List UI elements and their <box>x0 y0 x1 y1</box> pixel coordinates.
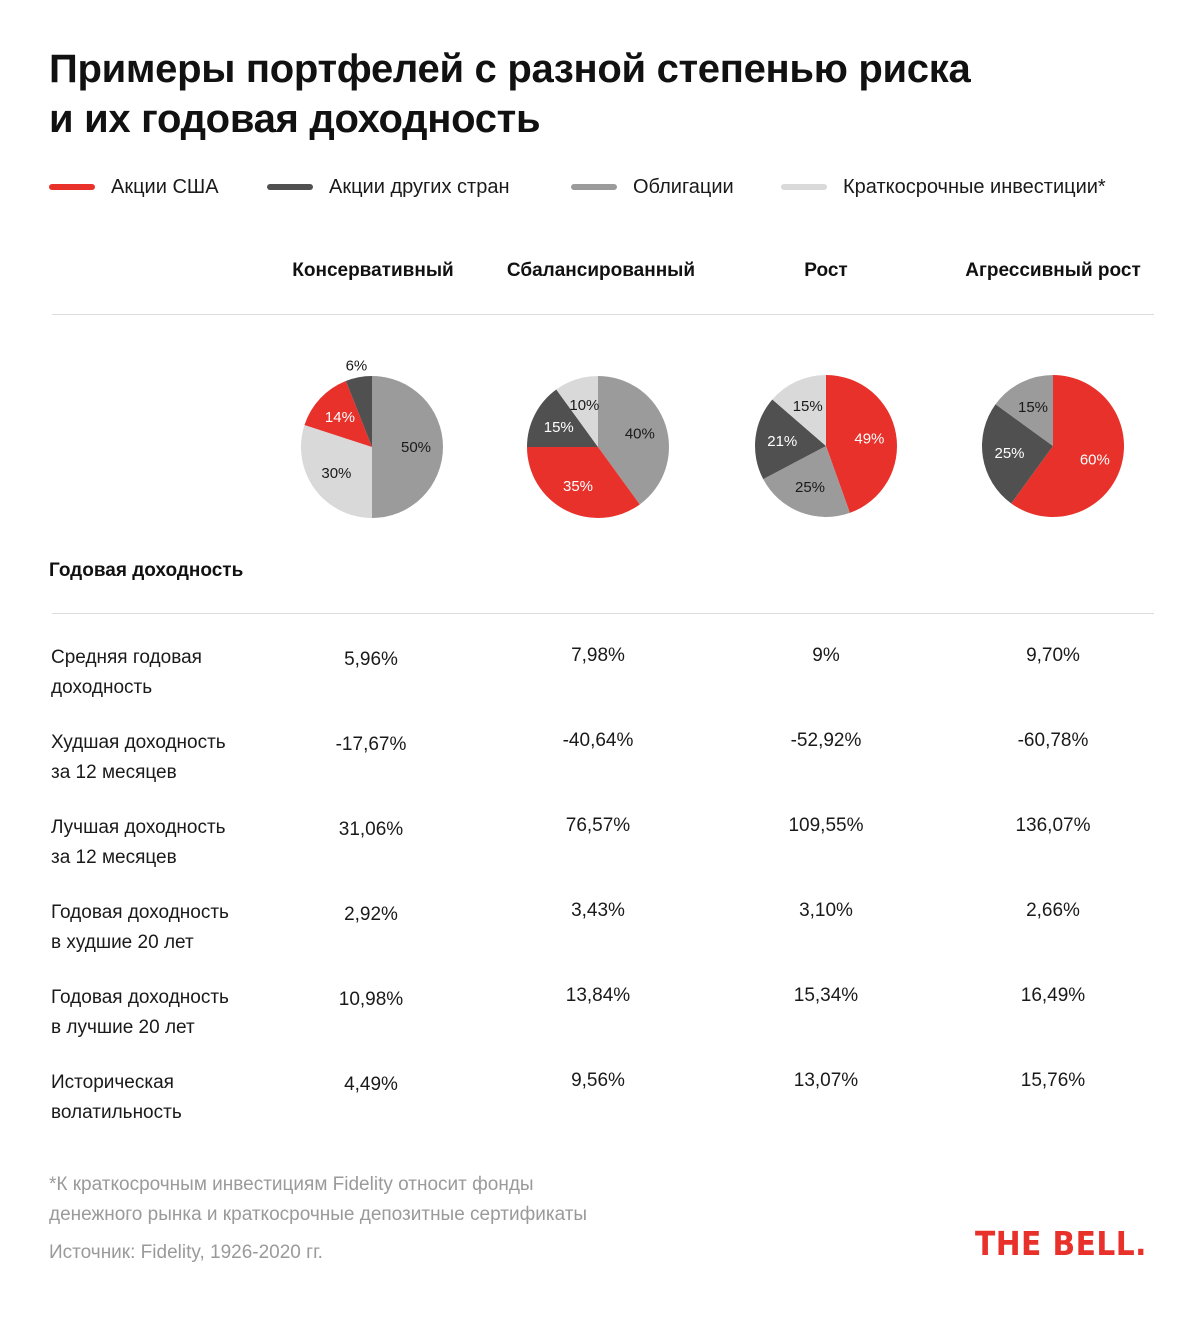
pie-2-slice-3 <box>527 389 598 447</box>
chart-title: Примеры портфелей с разной степенью риск… <box>49 44 1149 144</box>
pie-4-slice-3 <box>995 375 1053 446</box>
table-cell-best-12-months-col4: 136,07% <box>1015 815 1091 836</box>
row-label-line-2: волатильность <box>51 1102 182 1123</box>
legend-swatch-bonds <box>571 184 617 190</box>
legend-swatch-foreign-stocks <box>267 184 313 190</box>
legend-label-bonds: Облигации <box>633 175 734 198</box>
row-label-worst-12-months: Худшая доходность за 12 месяцев <box>51 728 291 788</box>
pie-4-slice-2 <box>981 404 1053 504</box>
legend-label-foreign-stocks: Акции других стран <box>329 175 510 198</box>
row-label-line-2: за 12 месяцев <box>51 762 177 783</box>
legend-label-us-stocks: Акции США <box>111 175 219 198</box>
table-cell-historical-volatility-col3: 13,07% <box>793 1070 859 1091</box>
table-cell-average-annual-return-col1: 5,96% <box>344 649 398 670</box>
column-heading-conservative: Консервативный <box>292 260 454 281</box>
table-cell-average-annual-return-col3: 9% <box>812 645 840 666</box>
row-label-line-1: Худшая доходность <box>51 732 226 753</box>
pie-charts: 50% 30% 14% 6% 40% 35% 15% 10% 49% 25% 21% 15% 60% 25… <box>301 357 1124 518</box>
legend-label-short-term: Краткосрочные инвестиции* <box>843 175 1106 198</box>
legend-swatch-short-term <box>781 184 827 190</box>
table-cell-best-12-months-col3: 109,55% <box>788 815 864 836</box>
pie-1-slice-1 <box>372 376 443 518</box>
pie-2-slice-4 <box>556 376 598 447</box>
brand-logo: THE BELL. <box>975 1224 1147 1263</box>
pie-1-slice-3 <box>304 380 372 447</box>
table-cell-worst-20-years-col2: 3,43% <box>571 900 625 921</box>
table-cell-best-20-years-col2: 13,84% <box>565 985 631 1006</box>
pie-2-slice-label-2: 35% <box>563 478 593 495</box>
table-cell-average-annual-return-col4: 9,70% <box>1026 645 1080 666</box>
footnote-line-1: *К краткосрочным инвестициям Fidelity от… <box>49 1174 534 1195</box>
row-label-line-1: Лучшая доходность <box>51 817 226 838</box>
pie-1-slice-label-4: 6% <box>346 357 368 374</box>
pie-2-slice-label-3: 15% <box>544 419 574 436</box>
row-label-line-2: в худшие 20 лет <box>51 932 194 953</box>
table-cell-historical-volatility-col4: 15,76% <box>1020 1070 1086 1091</box>
row-label-line-1: Годовая доходность <box>51 902 229 923</box>
divider-table <box>52 613 1154 614</box>
table-cell-best-20-years-col4: 16,49% <box>1020 985 1086 1006</box>
pie-3-slice-3 <box>755 399 826 480</box>
pie-1-slice-2 <box>301 425 372 518</box>
table-cell-worst-20-years-col4: 2,66% <box>1026 900 1080 921</box>
source-note: Источник: Fidelity, 1926-2020 гг. <box>49 1242 323 1263</box>
section-label-annual-return: Годовая доходность <box>49 560 244 581</box>
chart-title-line-1: Примеры портфелей с разной степенью риск… <box>49 47 971 91</box>
row-label-line-2: доходность <box>51 677 153 698</box>
table-cell-best-12-months-col1: 31,06% <box>338 819 404 840</box>
pie-1-slice-label-1: 50% <box>401 439 431 456</box>
column-heading-aggressive-growth: Агрессивный рост <box>965 260 1141 281</box>
pie-3-slice-label-3: 21% <box>767 433 797 450</box>
pie-3-slice-label-1: 49% <box>854 430 884 447</box>
pie-1-slice-label-2: 30% <box>321 465 351 482</box>
pie-4-slice-label-2: 25% <box>995 445 1025 462</box>
table-cell-worst-12-months-col2: -40,64% <box>562 730 634 751</box>
row-label-line-1: Годовая доходность <box>51 987 229 1008</box>
table-cell-worst-12-months-col3: -52,92% <box>790 730 862 751</box>
pie-2-slice-1 <box>598 376 669 505</box>
legend-item-foreign-stocks: Акции других стран <box>267 170 510 204</box>
pie-1-slice-4 <box>345 376 372 447</box>
column-heading-growth: Рост <box>804 260 848 281</box>
table-cell-historical-volatility-col2: 9,56% <box>571 1070 625 1091</box>
divider-top <box>52 314 1154 315</box>
row-label-historical-volatility: Историческая волатильность <box>51 1068 291 1128</box>
row-label-line-2: в лучшие 20 лет <box>51 1017 195 1038</box>
table-cell-historical-volatility-col1: 4,49% <box>344 1074 398 1095</box>
table-cell-worst-20-years-col1: 2,92% <box>344 904 398 925</box>
row-label-best-20-years: Годовая доходность в лучшие 20 лет <box>51 983 291 1043</box>
table-cell-worst-12-months-col1: -17,67% <box>335 734 407 755</box>
legend-item-us-stocks: Акции США <box>49 170 219 204</box>
row-label-best-12-months: Лучшая доходность за 12 месяцев <box>51 813 291 873</box>
legend-item-short-term: Краткосрочные инвестиции* <box>781 170 1106 204</box>
pie-2-slice-label-4: 10% <box>569 397 599 414</box>
pie-3-slice-label-4: 15% <box>793 398 823 415</box>
pie-1-slice-label-3: 14% <box>325 409 355 426</box>
table-cell-average-annual-return-col2: 7,98% <box>571 645 625 666</box>
table-cell-best-20-years-col1: 10,98% <box>338 989 404 1010</box>
table-cell-best-20-years-col3: 15,34% <box>793 985 859 1006</box>
pie-2-slice-label-1: 40% <box>625 425 655 442</box>
row-label-average-annual-return: Средняя годовая доходность <box>51 643 291 703</box>
footnote-line-2: денежного рынка и краткосрочные депозитн… <box>49 1204 588 1225</box>
pie-4-slice-label-1: 60% <box>1080 452 1110 469</box>
table-cell-best-12-months-col2: 76,57% <box>565 815 631 836</box>
table-cell-worst-12-months-col4: -60,78% <box>1017 730 1089 751</box>
row-label-line-1: Средняя годовая <box>51 647 202 668</box>
pie-3-slice-2 <box>763 446 850 517</box>
table-cell-worst-20-years-col3: 3,10% <box>799 900 853 921</box>
chart-title-line-2: и их годовая доходность <box>49 97 541 141</box>
pie-3-slice-label-2: 25% <box>795 479 825 496</box>
row-label-line-1: Историческая <box>51 1072 174 1093</box>
row-label-worst-20-years: Годовая доходность в худшие 20 лет <box>51 898 291 958</box>
legend-item-bonds: Облигации <box>571 170 734 204</box>
legend-swatch-us-stocks <box>49 184 95 190</box>
column-heading-balanced: Сбалансированный <box>506 260 696 281</box>
row-label-line-2: за 12 месяцев <box>51 847 177 868</box>
pie-3-slice-4 <box>772 375 826 446</box>
pie-3-slice-1 <box>826 375 897 513</box>
pie-4-slice-label-3: 15% <box>1018 399 1048 416</box>
pie-4-slice-1 <box>1011 375 1124 517</box>
pie-2-slice-2 <box>527 447 640 518</box>
